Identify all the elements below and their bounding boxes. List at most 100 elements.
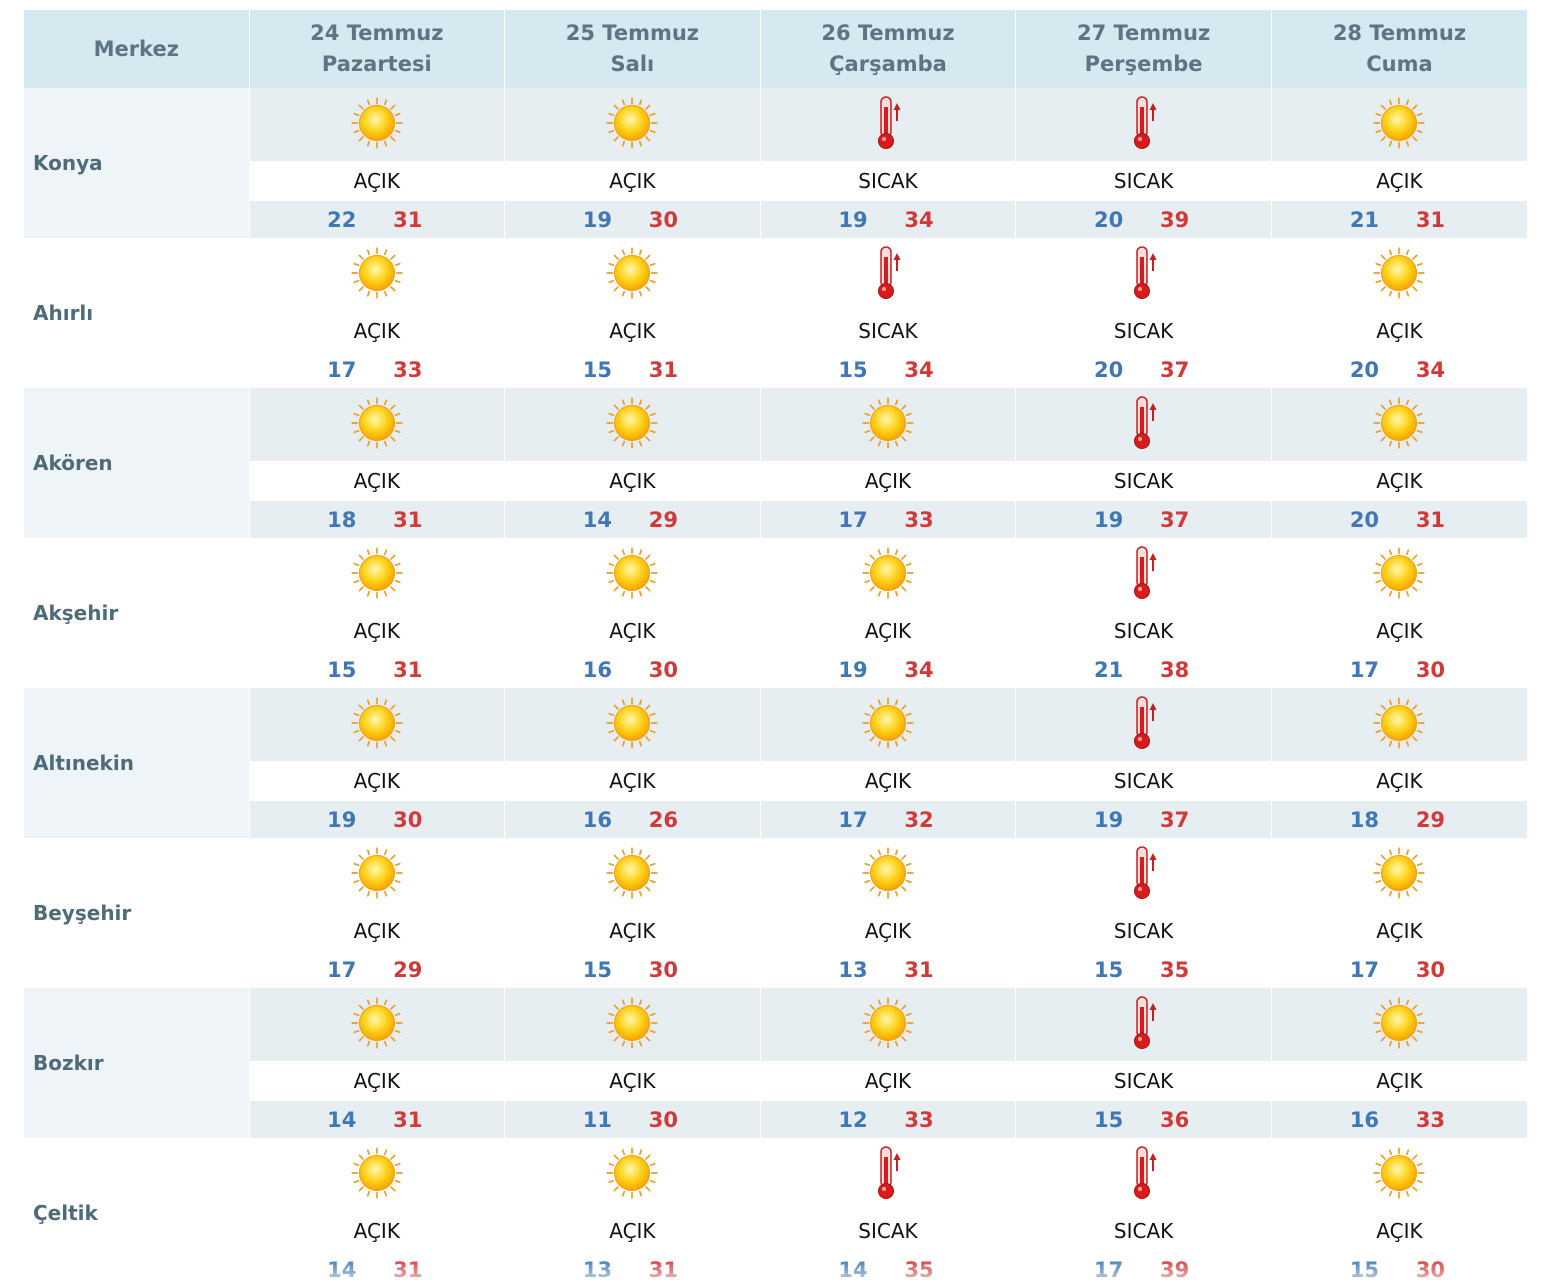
low-temp: 22 xyxy=(327,207,357,232)
high-temp: 32 xyxy=(904,807,934,832)
high-temp: 30 xyxy=(648,207,678,232)
weather-icon-cell xyxy=(759,88,1016,161)
city-name[interactable]: Akören xyxy=(24,388,249,538)
sun-icon xyxy=(346,842,408,908)
day-weekday: Cuma xyxy=(1366,52,1433,76)
sun-icon xyxy=(601,992,663,1058)
condition-row: AÇIK AÇIK AÇIK SICAK AÇIK xyxy=(24,761,1527,801)
high-temp: 29 xyxy=(393,957,423,982)
condition-label: SICAK xyxy=(759,1211,1016,1251)
low-temp: 18 xyxy=(1349,807,1380,832)
temperature-cell: 16 30 xyxy=(504,651,761,688)
high-temp: 31 xyxy=(393,657,423,682)
low-temp: 15 xyxy=(327,657,357,682)
weather-icon-cell xyxy=(1015,838,1272,911)
sun-icon xyxy=(1368,92,1430,158)
temperature-cell: 11 30 xyxy=(504,1101,761,1138)
city-name[interactable]: Ahırlı xyxy=(24,238,249,388)
weather-icon-cell xyxy=(248,238,505,311)
weather-icon-cell xyxy=(504,238,761,311)
condition-row: AÇIK AÇIK SICAK SICAK AÇIK xyxy=(24,311,1527,351)
condition-label: AÇIK xyxy=(504,1061,761,1101)
city-name[interactable]: Akşehir xyxy=(24,538,249,688)
sun-icon xyxy=(346,542,408,608)
thermometer-icon xyxy=(1124,543,1164,607)
day-weekday: Perşembe xyxy=(1084,52,1203,76)
day-header: 28 Temmuz Cuma xyxy=(1270,10,1527,88)
thermometer-icon xyxy=(868,1143,908,1207)
low-temp: 16 xyxy=(1349,1107,1380,1132)
low-temp: 19 xyxy=(1093,807,1124,832)
weather-icon-cell xyxy=(759,388,1016,461)
weather-icon-cell xyxy=(504,988,761,1061)
low-temp: 15 xyxy=(582,957,612,982)
condition-label: AÇIK xyxy=(759,911,1016,951)
icon-row: Akören xyxy=(24,388,1527,538)
thermometer-icon xyxy=(868,93,908,157)
city-block: Altınekin AÇIK AÇIK AÇIK SICAK AÇIK 19 30 16 26 17… xyxy=(24,688,1527,838)
temperature-cell: 12 33 xyxy=(759,1101,1016,1138)
condition-label: SICAK xyxy=(1015,1211,1272,1251)
temperature-cell: 16 26 xyxy=(504,801,761,838)
condition-label: AÇIK xyxy=(248,161,505,201)
temperature-cell: 17 39 xyxy=(1015,1251,1272,1288)
city-name[interactable]: Bozkır xyxy=(24,988,249,1138)
high-temp: 37 xyxy=(1159,807,1190,832)
high-temp: 30 xyxy=(393,807,423,832)
weather-icon-cell xyxy=(248,538,505,611)
high-temp: 29 xyxy=(648,507,678,532)
city-block: Bozkır AÇIK AÇIK AÇIK SICAK AÇIK 14 31 11 30 12 33 1… xyxy=(24,988,1527,1138)
city-name[interactable]: Altınekin xyxy=(24,688,249,838)
temperature-cell: 19 37 xyxy=(1015,501,1272,538)
condition-label: AÇIK xyxy=(1270,461,1527,501)
low-temp: 20 xyxy=(1349,507,1380,532)
icon-row: Çeltik xyxy=(24,1138,1527,1288)
weather-icon-cell xyxy=(1015,1138,1272,1211)
weather-icon-cell xyxy=(248,988,505,1061)
low-temp: 16 xyxy=(582,807,612,832)
weather-icon-cell xyxy=(504,1138,761,1211)
condition-row: AÇIK AÇIK AÇIK SICAK AÇIK xyxy=(24,611,1527,651)
condition-label: SICAK xyxy=(1015,311,1272,351)
low-temp: 14 xyxy=(327,1107,357,1132)
day-header: 24 Temmuz Pazartesi xyxy=(248,10,505,88)
weather-icon-cell xyxy=(759,838,1016,911)
condition-label: AÇIK xyxy=(759,761,1016,801)
day-date: 27 Temmuz xyxy=(1076,21,1211,45)
temperature-cell: 20 37 xyxy=(1015,351,1272,388)
high-temp: 31 xyxy=(904,957,934,982)
weather-icon-cell xyxy=(504,688,761,761)
high-temp: 31 xyxy=(1415,507,1446,532)
sun-icon xyxy=(1368,842,1430,908)
temperature-cell: 19 30 xyxy=(248,801,505,838)
city-name[interactable]: Beyşehir xyxy=(24,838,249,988)
low-temp: 18 xyxy=(327,507,357,532)
condition-row: AÇIK AÇIK SICAK SICAK AÇIK xyxy=(24,161,1527,201)
condition-label: SICAK xyxy=(1015,761,1272,801)
temperature-cell: 21 38 xyxy=(1015,651,1272,688)
city-name[interactable]: Konya xyxy=(24,88,249,238)
high-temp: 31 xyxy=(393,1107,423,1132)
condition-label: AÇIK xyxy=(1270,311,1527,351)
weather-icon-cell xyxy=(1270,88,1527,161)
temperature-cell: 16 33 xyxy=(1270,1101,1527,1138)
condition-label: SICAK xyxy=(1015,611,1272,651)
condition-label: SICAK xyxy=(1015,911,1272,951)
icon-row: Ahırlı xyxy=(24,238,1527,388)
sun-icon xyxy=(1368,1142,1430,1208)
weather-icon-cell xyxy=(1015,988,1272,1061)
city-block: Ahırlı AÇIK AÇIK SICAK SICAK AÇIK 17 33 15 31 15 34… xyxy=(24,238,1527,388)
condition-label: AÇIK xyxy=(248,1061,505,1101)
sun-icon xyxy=(857,392,919,458)
sun-icon xyxy=(1368,992,1430,1058)
city-name[interactable]: Çeltik xyxy=(24,1138,249,1288)
condition-label: AÇIK xyxy=(504,311,761,351)
weather-icon-cell xyxy=(248,88,505,161)
temperature-row: 19 30 16 26 17 32 19 37 18 29 xyxy=(24,801,1527,838)
city-block: Beyşehir AÇIK AÇIK AÇIK SICAK AÇIK 17 29 15 30 13 3… xyxy=(24,838,1527,988)
temperature-cell: 13 31 xyxy=(759,951,1016,988)
sun-icon xyxy=(601,1142,663,1208)
condition-label: SICAK xyxy=(1015,1061,1272,1101)
high-temp: 33 xyxy=(393,357,423,382)
day-date: 25 Temmuz xyxy=(565,21,700,45)
